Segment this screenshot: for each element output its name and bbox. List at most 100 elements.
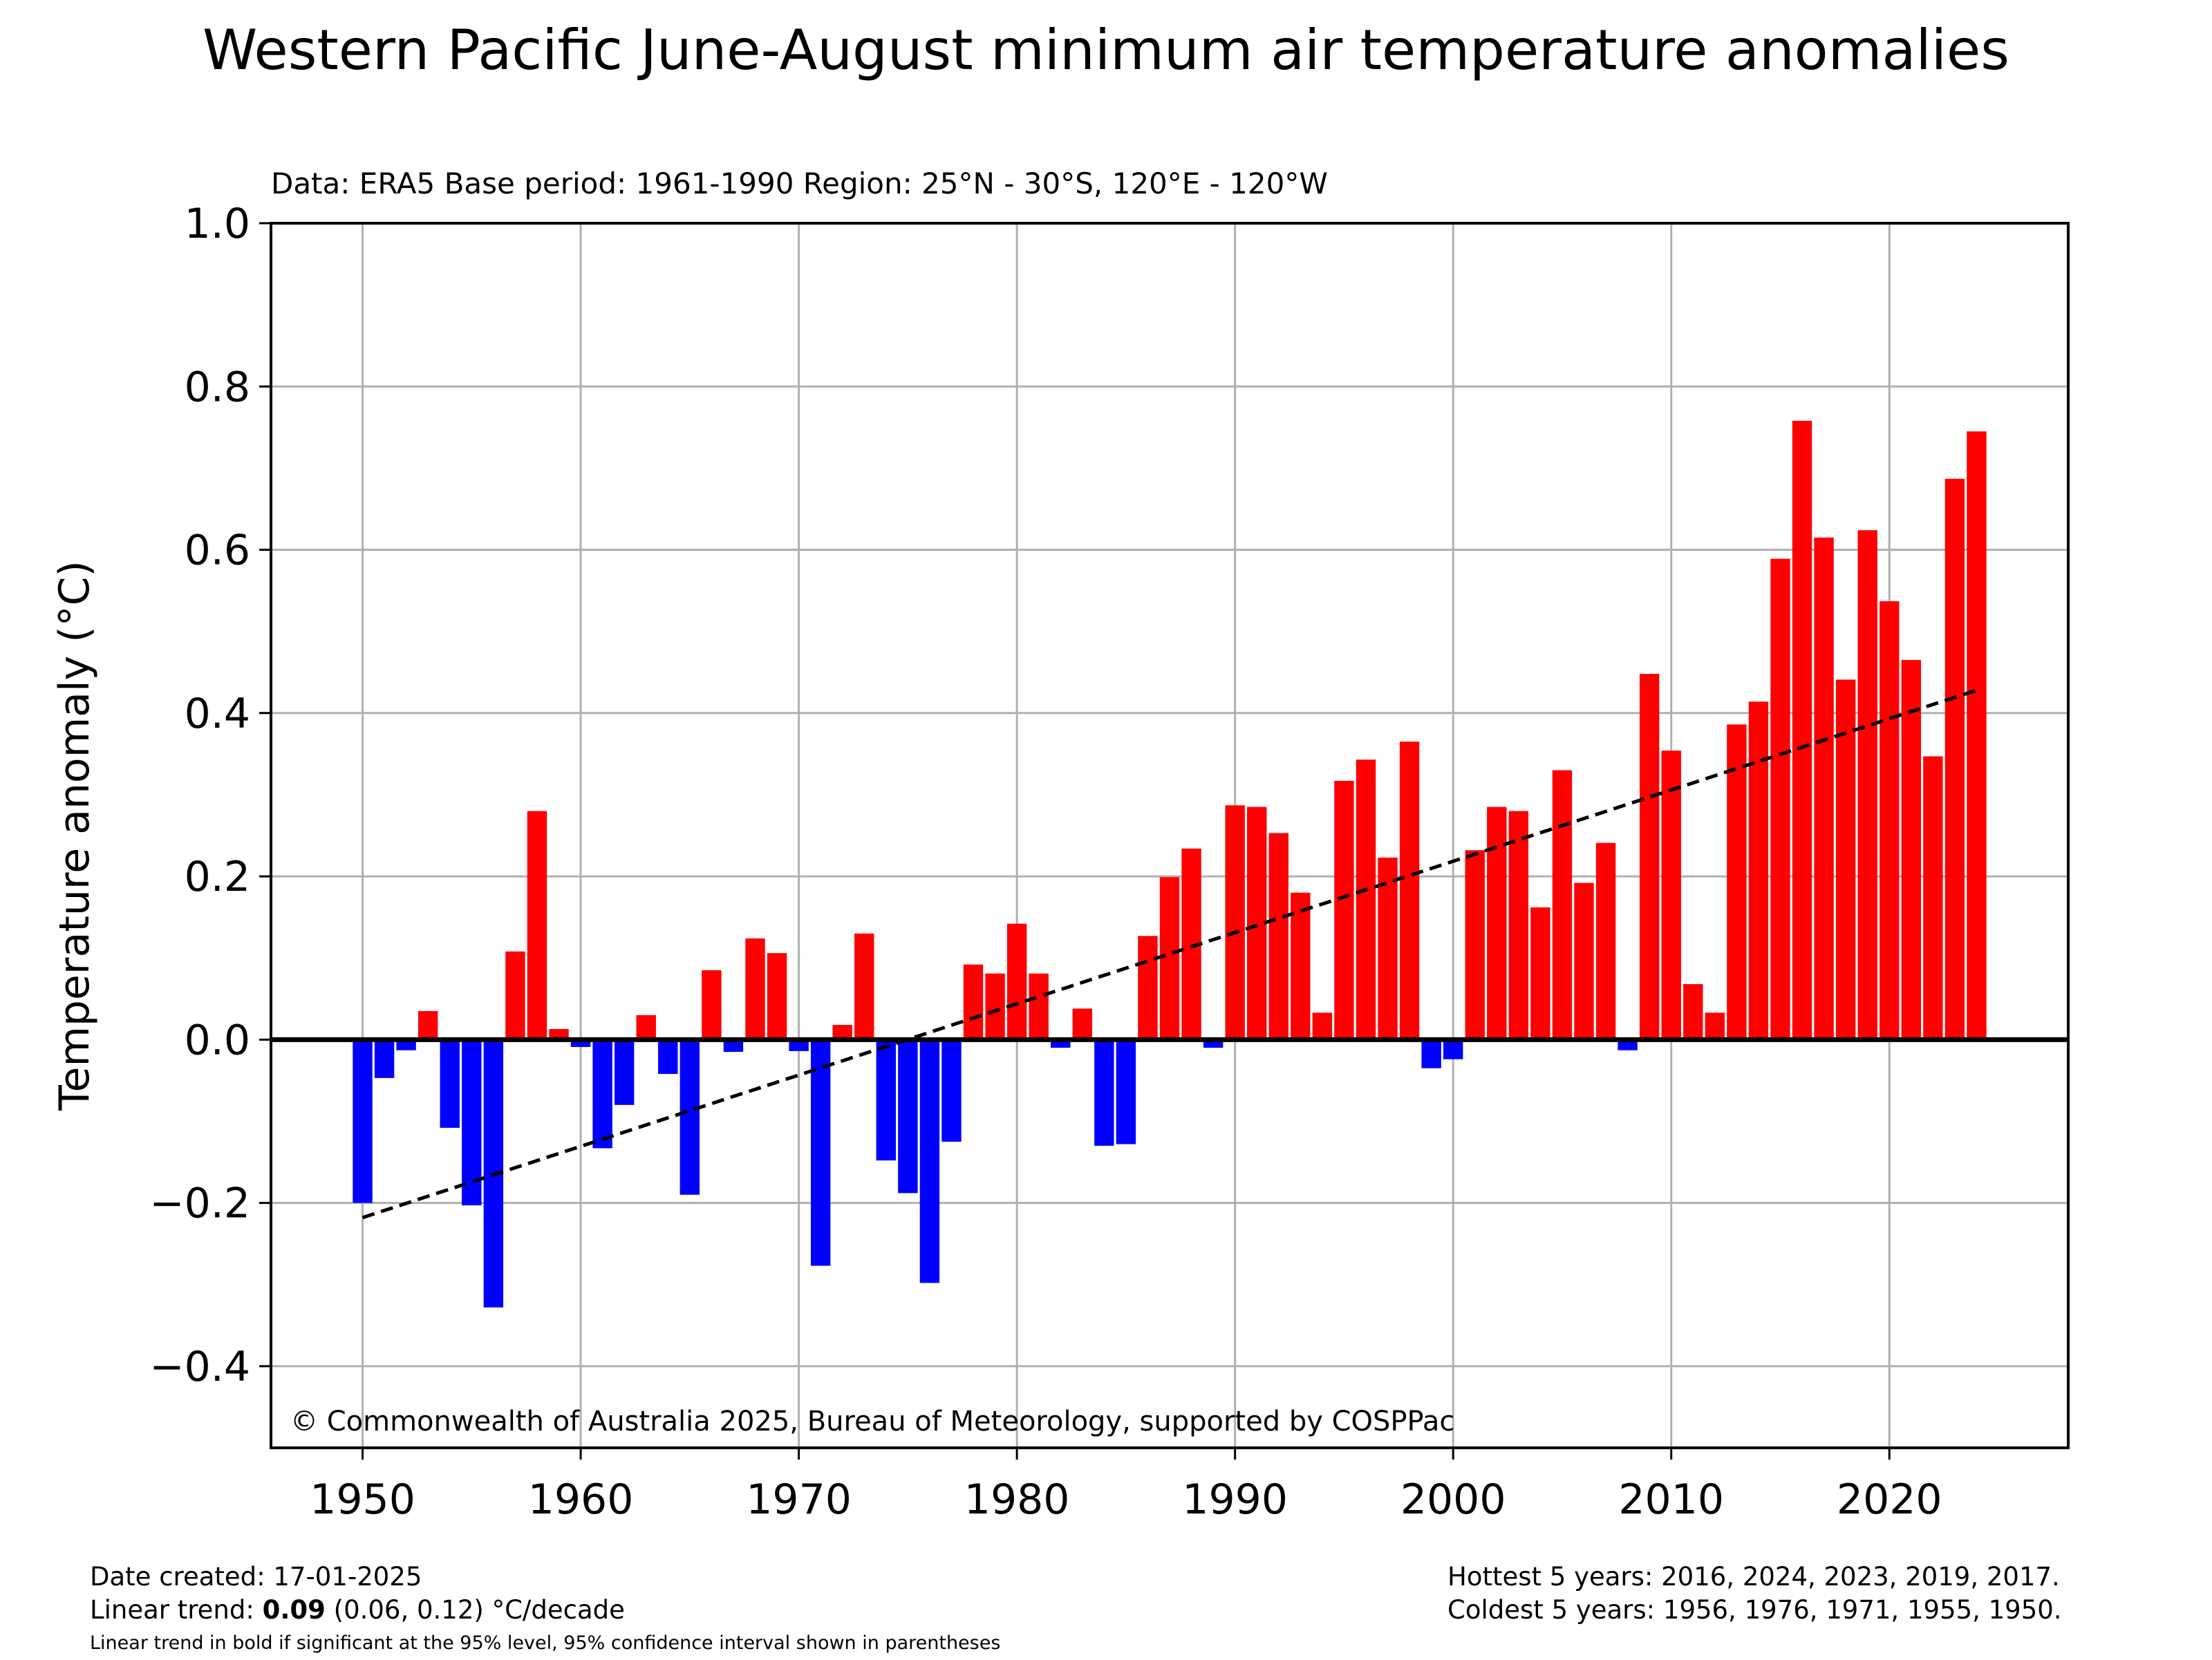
bar-positive bbox=[1880, 601, 1900, 1040]
bar-positive bbox=[1727, 724, 1747, 1040]
bar-positive bbox=[985, 973, 1005, 1040]
bar-positive bbox=[1029, 973, 1049, 1040]
bar-negative bbox=[810, 1039, 831, 1266]
bar-positive bbox=[1835, 679, 1856, 1040]
bar-negative bbox=[1051, 1039, 1071, 1048]
bar-positive bbox=[527, 811, 547, 1040]
trend-note: Linear trend in bold if significant at t… bbox=[90, 1632, 1001, 1654]
bar-negative bbox=[1443, 1039, 1463, 1059]
bar-positive bbox=[1465, 850, 1485, 1040]
bar-negative bbox=[1116, 1039, 1136, 1144]
y-tick-label: 0.0 bbox=[185, 1016, 250, 1064]
bar-positive bbox=[702, 970, 722, 1040]
bar-negative bbox=[658, 1039, 678, 1074]
x-tick-label: 2000 bbox=[1400, 1475, 1506, 1524]
date-created: Date created: 17-01-2025 bbox=[90, 1562, 422, 1592]
bar-positive bbox=[1268, 833, 1288, 1040]
bar-negative bbox=[898, 1039, 918, 1194]
bar-positive bbox=[832, 1025, 852, 1040]
plot-frame bbox=[270, 222, 2070, 1449]
bar-negative bbox=[941, 1039, 962, 1142]
y-tick-label: 0.4 bbox=[185, 690, 250, 738]
x-tick-label: 2020 bbox=[1837, 1475, 1942, 1524]
bar-positive bbox=[1814, 537, 1834, 1040]
bar-positive bbox=[1639, 674, 1660, 1040]
bar-negative bbox=[789, 1039, 809, 1051]
bar-negative bbox=[876, 1039, 897, 1161]
bar-negative bbox=[462, 1039, 482, 1206]
y-tick-label: −0.2 bbox=[149, 1180, 250, 1228]
x-tick-label: 1950 bbox=[310, 1475, 415, 1524]
bar-positive bbox=[1857, 530, 1877, 1040]
bar-negative bbox=[919, 1039, 940, 1283]
bar-positive bbox=[1748, 701, 1769, 1040]
bar-positive bbox=[1530, 907, 1550, 1040]
x-tick-label: 1990 bbox=[1182, 1475, 1288, 1524]
bar-positive bbox=[1574, 883, 1594, 1040]
bar-positive bbox=[1487, 807, 1507, 1040]
bar-negative bbox=[374, 1039, 395, 1078]
y-tick-label: 0.2 bbox=[185, 853, 250, 901]
bar-positive bbox=[1291, 892, 1311, 1040]
bar-positive bbox=[1399, 742, 1420, 1040]
bar-positive bbox=[1661, 751, 1681, 1040]
axis-ticks: 1950 1960 1970 1980 1990 2000 2010 2020 −0.4 −0.2… bbox=[149, 200, 1942, 1524]
bar-positive bbox=[1705, 1012, 1725, 1040]
bar-positive bbox=[1508, 811, 1529, 1040]
footer-left: Date created: 17-01-2025 Linear trend: 0… bbox=[90, 1560, 1000, 1660]
bar-positive bbox=[1967, 431, 1987, 1040]
bar-positive bbox=[1944, 478, 1965, 1040]
bar-negative bbox=[353, 1039, 373, 1203]
y-tick-label: 0.8 bbox=[185, 363, 250, 411]
bar-positive bbox=[1356, 760, 1376, 1040]
bar-negative bbox=[440, 1039, 460, 1128]
hottest-years: Hottest 5 years: 2016, 2024, 2023, 2019,… bbox=[1447, 1562, 2060, 1592]
bar-positive bbox=[1159, 877, 1180, 1040]
bar-negative bbox=[723, 1039, 744, 1053]
bar-positive bbox=[1552, 770, 1573, 1040]
bar-negative bbox=[1618, 1039, 1638, 1050]
bar-positive bbox=[963, 964, 984, 1040]
y-axis-label: Temperature anomaly (°C) bbox=[50, 560, 99, 1111]
bar-negative bbox=[1094, 1039, 1114, 1146]
footer-right: Hottest 5 years: 2016, 2024, 2023, 2019,… bbox=[1447, 1560, 2062, 1627]
y-tick-label: 1.0 bbox=[185, 200, 250, 248]
bar-positive bbox=[767, 953, 787, 1040]
x-tick-label: 1960 bbox=[528, 1475, 634, 1524]
bar-positive bbox=[1770, 558, 1790, 1040]
bar-positive bbox=[636, 1015, 656, 1040]
copyright-note: © Commonwealth of Australia 2025, Bureau… bbox=[290, 1406, 1454, 1437]
bar-positive bbox=[1006, 923, 1027, 1040]
bar-negative bbox=[1421, 1039, 1441, 1068]
bar-positive bbox=[1247, 807, 1267, 1040]
bar-positive bbox=[1225, 805, 1245, 1040]
trend-suffix: (0.06, 0.12) °C/decade bbox=[325, 1595, 625, 1625]
bar-positive bbox=[1072, 1008, 1092, 1040]
x-tick-label: 1970 bbox=[746, 1475, 852, 1524]
bar-negative bbox=[679, 1039, 700, 1195]
bar-positive bbox=[1312, 1012, 1333, 1040]
bar-positive bbox=[1595, 842, 1616, 1040]
bar-positive bbox=[505, 951, 525, 1040]
bar-positive bbox=[549, 1028, 569, 1040]
bar-positive bbox=[854, 933, 874, 1040]
bar-negative bbox=[1203, 1039, 1224, 1048]
bar-positive bbox=[1378, 857, 1398, 1040]
bar-positive bbox=[418, 1010, 438, 1040]
trend-line bbox=[362, 688, 1978, 1220]
x-tick-label: 1980 bbox=[964, 1475, 1070, 1524]
bar-negative bbox=[592, 1039, 612, 1149]
bar-positive bbox=[1334, 780, 1354, 1040]
bar-series bbox=[353, 420, 1987, 1308]
bar-positive bbox=[745, 938, 765, 1040]
bar-negative bbox=[396, 1039, 416, 1050]
bar-positive bbox=[1138, 936, 1158, 1040]
y-tick-label: −0.4 bbox=[149, 1343, 250, 1391]
bar-positive bbox=[1901, 660, 1922, 1040]
bar-negative bbox=[570, 1039, 591, 1047]
chart-subtitle: Data: ERA5 Base period: 1961-1990 Region… bbox=[271, 167, 1328, 200]
trend-prefix: Linear trend: bbox=[90, 1595, 263, 1625]
chart-title: Western Pacific June-August minimum air … bbox=[203, 18, 2009, 82]
bar-negative bbox=[614, 1039, 635, 1105]
